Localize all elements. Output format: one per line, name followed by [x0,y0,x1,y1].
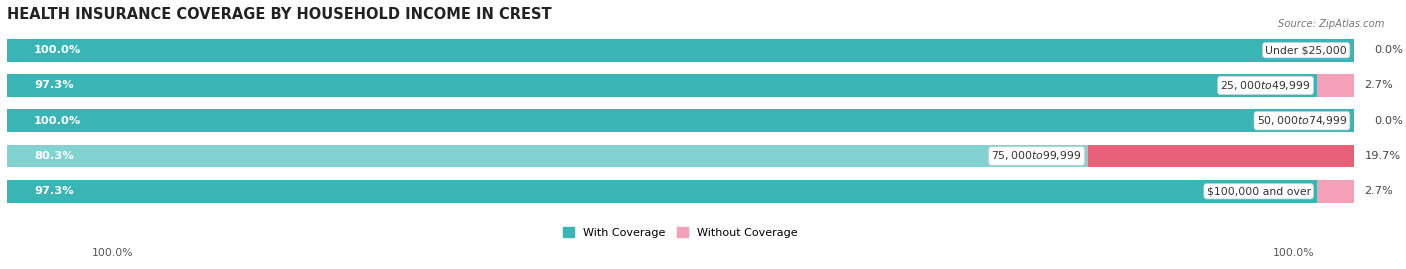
Text: $75,000 to $99,999: $75,000 to $99,999 [991,150,1081,162]
Text: 0.0%: 0.0% [1374,116,1403,126]
Text: 97.3%: 97.3% [34,80,73,90]
Text: 19.7%: 19.7% [1365,151,1400,161]
Bar [1317,74,1354,97]
Text: 100.0%: 100.0% [34,116,82,126]
Text: 2.7%: 2.7% [1365,80,1393,90]
Bar [7,180,1354,203]
Bar [7,74,1354,97]
Bar [7,74,1317,97]
Legend: With Coverage, Without Coverage: With Coverage, Without Coverage [560,223,801,242]
Bar [7,109,1354,132]
Text: 80.3%: 80.3% [34,151,73,161]
Bar [1088,144,1354,168]
Bar [7,39,1354,62]
Text: 100.0%: 100.0% [1272,248,1315,258]
Bar [7,144,1354,168]
Text: $25,000 to $49,999: $25,000 to $49,999 [1220,79,1310,92]
Text: $50,000 to $74,999: $50,000 to $74,999 [1257,114,1347,127]
Text: Under $25,000: Under $25,000 [1265,45,1347,55]
Text: 2.7%: 2.7% [1365,186,1393,196]
Text: $100,000 and over: $100,000 and over [1206,186,1310,196]
Text: 97.3%: 97.3% [34,186,73,196]
Text: HEALTH INSURANCE COVERAGE BY HOUSEHOLD INCOME IN CREST: HEALTH INSURANCE COVERAGE BY HOUSEHOLD I… [7,7,551,22]
Bar [7,144,1088,168]
Text: 100.0%: 100.0% [91,248,134,258]
Text: 100.0%: 100.0% [34,45,82,55]
Bar [1317,180,1354,203]
Bar [7,109,1354,132]
Text: 0.0%: 0.0% [1374,45,1403,55]
Text: Source: ZipAtlas.com: Source: ZipAtlas.com [1278,19,1385,29]
Bar [7,39,1354,62]
Bar [7,180,1317,203]
